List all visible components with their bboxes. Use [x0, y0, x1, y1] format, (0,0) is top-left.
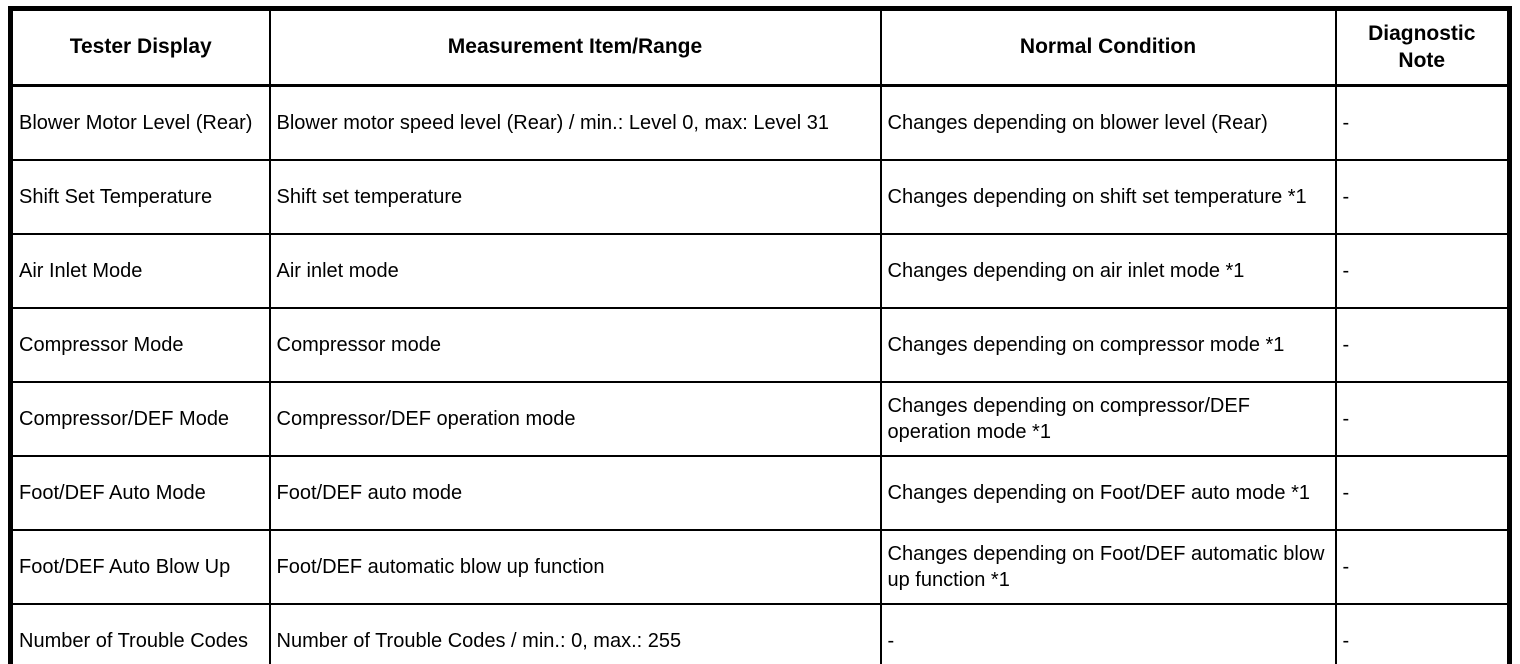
cell-diagnostic-note: - [1334, 455, 1511, 531]
cell-measurement-item-range: Compressor/DEF operation mode [268, 381, 882, 457]
cell-measurement-item-range: Foot/DEF auto mode [268, 455, 882, 531]
table-row-blower-motor-level-rear: Blower Motor Level (Rear) Blower motor s… [9, 84, 1511, 161]
table-row-shift-set-temperature: Shift Set Temperature Shift set temperat… [9, 159, 1511, 235]
column-header-normal-condition: Normal Condition [879, 7, 1337, 87]
column-header-tester-display: Tester Display [9, 7, 271, 87]
cell-diagnostic-note: - [1334, 84, 1511, 161]
table-header-row: Tester Display Measurement Item/Range No… [9, 7, 1511, 87]
table-row-number-of-trouble-codes: Number of Trouble Codes Number of Troubl… [9, 603, 1511, 664]
cell-measurement-item-range: Shift set temperature [268, 159, 882, 235]
cell-tester-display: Foot/DEF Auto Mode [9, 455, 271, 531]
cell-normal-condition: Changes depending on compressor mode *1 [879, 307, 1337, 383]
cell-normal-condition: Changes depending on shift set temperatu… [879, 159, 1337, 235]
cell-tester-display: Air Inlet Mode [9, 233, 271, 309]
cell-diagnostic-note: - [1334, 603, 1511, 664]
table-row-foot-def-auto-mode: Foot/DEF Auto Mode Foot/DEF auto mode Ch… [9, 455, 1511, 531]
cell-tester-display: Foot/DEF Auto Blow Up [9, 529, 271, 605]
cell-normal-condition: Changes depending on blower level (Rear) [879, 84, 1337, 161]
cell-tester-display: Compressor Mode [9, 307, 271, 383]
cell-normal-condition: - [879, 603, 1337, 664]
table-row-foot-def-auto-blow-up: Foot/DEF Auto Blow Up Foot/DEF automatic… [9, 529, 1511, 605]
cell-diagnostic-note: - [1334, 159, 1511, 235]
cell-normal-condition: Changes depending on air inlet mode *1 [879, 233, 1337, 309]
diagnostic-data-table: Tester Display Measurement Item/Range No… [8, 6, 1512, 664]
cell-measurement-item-range: Compressor mode [268, 307, 882, 383]
cell-diagnostic-note: - [1334, 529, 1511, 605]
cell-normal-condition: Changes depending on compressor/DEF oper… [879, 381, 1337, 457]
cell-measurement-item-range: Foot/DEF automatic blow up function [268, 529, 882, 605]
cell-measurement-item-range: Blower motor speed level (Rear) / min.: … [268, 84, 882, 161]
table-row-compressor-def-mode: Compressor/DEF Mode Compressor/DEF opera… [9, 381, 1511, 457]
cell-measurement-item-range: Air inlet mode [268, 233, 882, 309]
table-row-compressor-mode: Compressor Mode Compressor mode Changes … [9, 307, 1511, 383]
cell-tester-display: Compressor/DEF Mode [9, 381, 271, 457]
cell-tester-display: Blower Motor Level (Rear) [9, 84, 271, 161]
cell-normal-condition: Changes depending on Foot/DEF automatic … [879, 529, 1337, 605]
cell-diagnostic-note: - [1334, 233, 1511, 309]
cell-normal-condition: Changes depending on Foot/DEF auto mode … [879, 455, 1337, 531]
column-header-measurement-item-range: Measurement Item/Range [268, 7, 882, 87]
column-header-diagnostic-note: Diagnostic Note [1334, 7, 1511, 87]
cell-tester-display: Shift Set Temperature [9, 159, 271, 235]
cell-tester-display: Number of Trouble Codes [9, 603, 271, 664]
table-row-air-inlet-mode: Air Inlet Mode Air inlet mode Changes de… [9, 233, 1511, 309]
cell-diagnostic-note: - [1334, 381, 1511, 457]
cell-measurement-item-range: Number of Trouble Codes / min.: 0, max.:… [268, 603, 882, 664]
cell-diagnostic-note: - [1334, 307, 1511, 383]
